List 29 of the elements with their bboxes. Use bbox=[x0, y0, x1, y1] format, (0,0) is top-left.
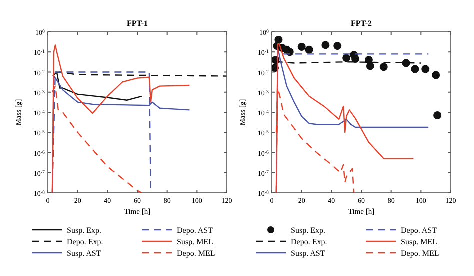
point bbox=[305, 46, 314, 54]
point bbox=[434, 111, 442, 120]
point bbox=[432, 71, 440, 80]
point bbox=[402, 59, 410, 68]
point bbox=[380, 63, 388, 72]
point bbox=[366, 62, 374, 70]
point bbox=[322, 41, 330, 50]
legend-label: Depo. AST bbox=[401, 226, 438, 235]
point bbox=[411, 65, 420, 74]
point bbox=[274, 36, 283, 44]
legend-label: Depo. Exp. bbox=[291, 238, 328, 246]
legend-label: Depo. AST bbox=[177, 226, 214, 235]
legend-label: Depo. MEL bbox=[401, 249, 440, 258]
legend-label: Susp. MEL bbox=[401, 238, 438, 246]
point bbox=[422, 65, 430, 74]
chart-title: FPT-2 bbox=[350, 19, 372, 28]
legend-label: Susp. AST bbox=[291, 249, 326, 258]
point bbox=[342, 54, 351, 62]
point bbox=[352, 55, 360, 64]
legend-label: Susp. Exp. bbox=[291, 226, 326, 235]
line-series bbox=[52, 44, 190, 193]
legend-label: Depo. Exp. bbox=[67, 238, 104, 246]
legend-label: Susp. AST bbox=[67, 249, 102, 258]
chart-title: FPT-1 bbox=[126, 19, 148, 28]
legend-label: Susp. MEL bbox=[177, 238, 214, 246]
point bbox=[334, 42, 342, 50]
legend-label: Depo. MEL bbox=[177, 249, 216, 258]
legend-label: Susp. Exp. bbox=[67, 226, 102, 235]
point bbox=[298, 42, 306, 51]
